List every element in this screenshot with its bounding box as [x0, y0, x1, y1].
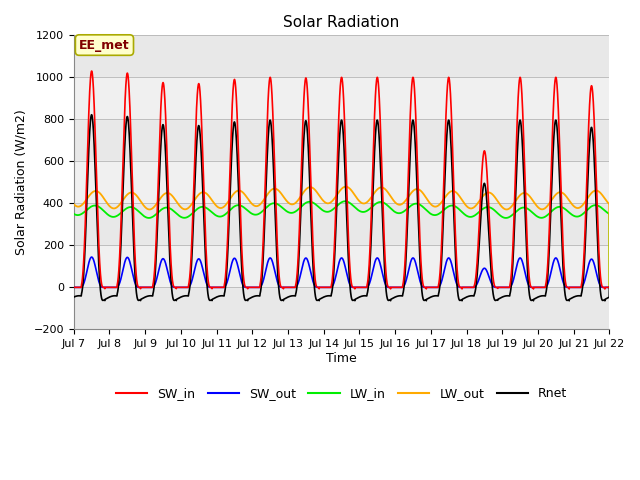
Bar	[74, 77, 609, 120]
Bar	[74, 245, 609, 288]
Bar	[74, 161, 609, 204]
Legend: SW_in, SW_out, LW_in, LW_out, Rnet: SW_in, SW_out, LW_in, LW_out, Rnet	[111, 383, 572, 406]
Y-axis label: Solar Radiation (W/m2): Solar Radiation (W/m2)	[15, 109, 28, 255]
Text: EE_met: EE_met	[79, 38, 130, 51]
X-axis label: Time: Time	[326, 352, 357, 365]
Title: Solar Radiation: Solar Radiation	[284, 15, 400, 30]
